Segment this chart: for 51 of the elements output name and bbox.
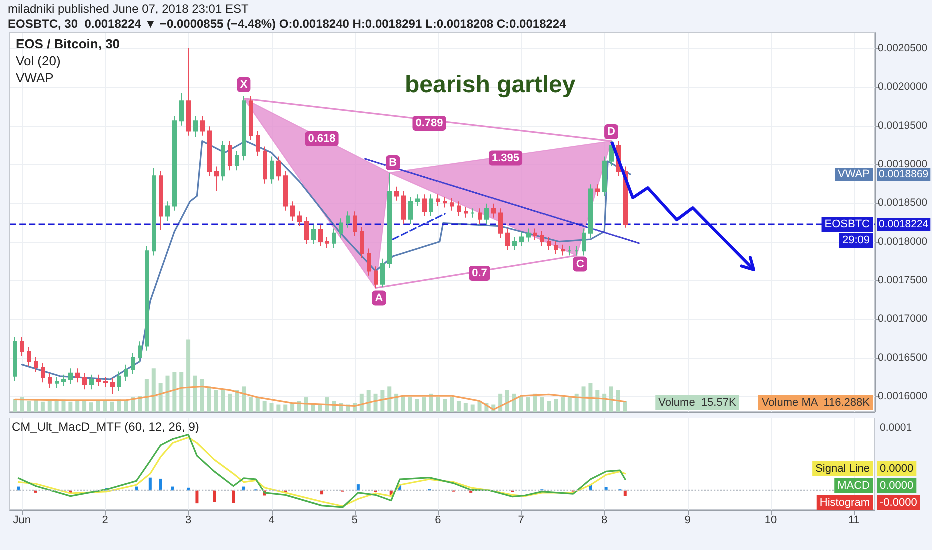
annotation: Vol (20) [16,54,61,68]
text: 0.0001 [880,422,912,434]
annotation: B [389,156,398,169]
annotation: 0.7 [472,268,488,280]
x-tick-label: 8 [602,514,608,526]
text: miladniki published June 07, 2018 23:01 EST [8,2,250,16]
text: Volume MA 116.288K [762,397,870,409]
annotation: D [608,126,616,138]
legend-label: VWAP [838,168,870,181]
annotation: 0.789 [416,117,444,130]
text: 0.0000 [880,463,914,475]
y-tick-label: 0.0020500 [878,42,928,54]
ref-line-label: EOSBTC [824,218,870,231]
x-tick-label: 7 [518,514,524,526]
y-tick-label: 0.0020000 [878,81,928,94]
x-tick-label: Jun [13,514,32,526]
annotation: EOS / Bitcoin, 30 [16,36,120,52]
x-tick-label: 6 [435,514,442,526]
legend-label: MACD [838,480,870,492]
y-tick-label: 0.0016000 [878,390,928,403]
y-tick-label: 0.0018000 [878,236,928,248]
legend-label: Histogram [820,497,870,509]
x-tick-label: 10 [764,514,778,526]
x-tick-label: 3 [185,514,192,526]
y-tick-label: 0.0018500 [878,197,928,210]
y-tick-label: 0.0019500 [878,120,928,132]
legend-label: Signal Line [816,463,870,475]
text: Volume 15.57K [658,397,736,409]
text: -0.0000 [880,497,918,509]
x-tick-label: 5 [352,514,358,526]
x-tick-label: 9 [684,514,691,526]
y-tick-label: 0.0016500 [878,352,928,364]
text: 0.0018869 [879,168,929,181]
y-tick-label: 0.0017500 [878,274,928,287]
annotation: X [240,78,248,91]
x-tick-label: 4 [268,514,275,526]
x-tick-label: 11 [848,514,860,526]
text: 0.0018224 [879,218,929,231]
y-tick-label: 0.0017000 [878,313,928,326]
x-tick-label: 2 [102,514,108,526]
annotation: C [576,258,584,270]
text: bearish gartley [405,72,576,98]
text: CM_Ult_MacD_MTF (60, 12, 26, 9) [12,420,200,434]
y-tick-label: 0.0019000 [878,158,928,170]
text: 0.0000 [880,480,914,492]
annotation: 1.395 [492,152,520,164]
text: EOSBTC, 30 0.0018224 ▼ −0.0000855 (−4.48%) O:0.0018240 H:0.0018291 L:0.0018208 C:0.0018224 [8,17,567,31]
annotation: A [375,292,384,304]
annotation: 29:09 [842,234,870,247]
annotation: VWAP [16,70,54,86]
annotation: 0.618 [308,132,336,145]
